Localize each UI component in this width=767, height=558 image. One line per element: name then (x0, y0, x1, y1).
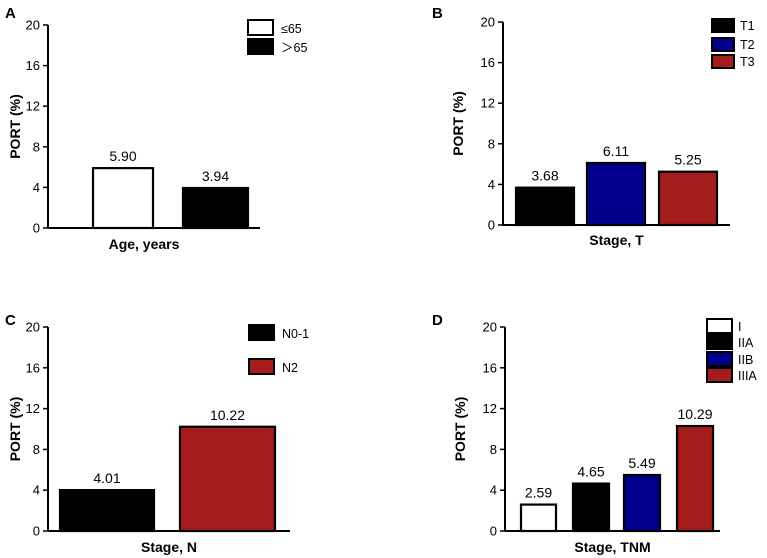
y-tick-label: 4 (33, 483, 40, 498)
legend-label: T2 (740, 38, 755, 52)
y-axis-title: PORT (%) (450, 91, 466, 156)
data-label: 5.90 (109, 148, 136, 164)
data-label: 6.11 (603, 143, 629, 159)
x-axis-title: Stage, TNM (574, 539, 650, 555)
data-label: 5.25 (674, 152, 701, 168)
bar-N2 (178, 425, 277, 533)
legend-swatch (706, 334, 733, 350)
bar-＞65 (181, 186, 250, 230)
legend-label: T1 (740, 19, 755, 33)
data-label: 5.49 (628, 455, 655, 471)
data-label: 10.29 (677, 406, 712, 422)
y-axis-title: PORT (%) (452, 397, 468, 462)
y-tick-label: 12 (26, 401, 40, 416)
y-axis-title: PORT (%) (7, 397, 23, 462)
legend-label: I (738, 320, 741, 334)
panel-label: B (432, 5, 443, 22)
data-label: 3.68 (531, 168, 558, 184)
legend-swatch (248, 324, 275, 341)
y-tick-label: 16 (26, 58, 40, 73)
y-tick-label: 16 (26, 360, 40, 375)
bar-IIB (622, 473, 662, 533)
y-tick-label: 12 (481, 96, 495, 111)
y-tick-label: 20 (483, 320, 497, 335)
y-tick-label: 0 (33, 524, 40, 539)
y-axis-title: PORT (%) (7, 94, 23, 159)
y-tick-label: 16 (483, 360, 497, 375)
legend-label: IIB (738, 353, 753, 367)
chart-panel-a: A 0 4 8 12 16 20 PORT (%) Age, years 5.90 3.94 ≤65 ＞… (5, 5, 307, 252)
y-tick-label: 8 (488, 136, 495, 151)
legend-label: N2 (282, 361, 298, 375)
bar-IIA (571, 482, 611, 533)
legend-swatch (247, 19, 274, 36)
legend-swatch (711, 18, 735, 33)
chart-panel-c: C 0 4 8 12 16 20 PORT (%) Stage, N 4.01 10.22 N0-1 N… (5, 312, 309, 555)
x-axis-title: Stage, N (141, 539, 197, 555)
bar-≤65 (91, 167, 155, 230)
legend-swatch (711, 54, 735, 69)
legend-label: ≤65 (281, 22, 302, 36)
chart-panel-b: B 0 4 8 12 16 20 PORT (%) Stage, T 3.68 6.11 5.25 T1… (432, 5, 755, 248)
legend-label: IIA (738, 336, 754, 350)
chart-panel-d: D 0 4 8 12 16 20 PORT (%) Stage, TNM 2.59 4.65 5.49… (432, 312, 757, 555)
legend-label: N0-1 (282, 327, 309, 341)
y-tick-label: 12 (483, 401, 497, 416)
panel-label: D (432, 312, 443, 329)
legend-swatch (247, 38, 274, 55)
bar-IIIA (675, 424, 715, 533)
bar-T3 (657, 170, 719, 227)
data-label: 4.65 (577, 464, 604, 480)
y-tick-label: 20 (26, 320, 40, 335)
bar-T1 (514, 186, 576, 227)
legend-label: IIIA (738, 369, 757, 383)
y-tick-label: 8 (490, 442, 497, 457)
bar-I (519, 503, 558, 533)
y-tick-label: 16 (481, 55, 495, 70)
y-tick-label: 12 (26, 99, 40, 114)
legend-swatch (706, 351, 733, 367)
y-tick-label: 20 (26, 18, 40, 33)
legend-swatch (248, 358, 275, 375)
data-label: 2.59 (525, 485, 552, 501)
legend-label: ＞65 (281, 41, 307, 55)
y-tick-label: 4 (488, 177, 495, 192)
data-label: 10.22 (210, 407, 245, 423)
legend-swatch (711, 37, 735, 52)
legend-label: T3 (740, 55, 755, 69)
panel-label: A (5, 5, 16, 22)
x-axis-title: Age, years (109, 236, 180, 252)
y-tick-label: 0 (488, 218, 495, 233)
y-tick-label: 4 (33, 180, 40, 195)
y-tick-label: 0 (490, 524, 497, 539)
x-axis-title: Stage, T (589, 232, 644, 248)
bar-N0-1 (58, 488, 156, 533)
y-tick-label: 0 (33, 221, 40, 236)
bar-T2 (585, 161, 647, 227)
data-label: 4.01 (93, 470, 120, 486)
legend-swatch (706, 318, 733, 334)
panel-label: C (5, 312, 16, 329)
y-tick-label: 4 (490, 483, 497, 498)
legend-swatch (706, 367, 733, 383)
y-tick-label: 20 (481, 15, 495, 30)
y-tick-label: 8 (33, 442, 40, 457)
data-label: 3.94 (202, 168, 229, 184)
y-tick-label: 8 (33, 139, 40, 154)
